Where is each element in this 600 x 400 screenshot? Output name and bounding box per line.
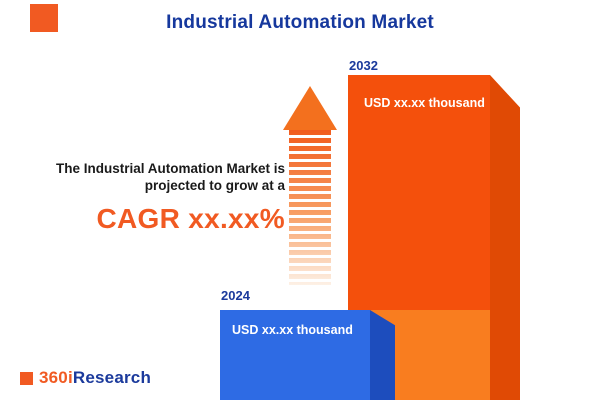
logo-square-icon bbox=[20, 371, 33, 385]
brand-corner-square bbox=[30, 4, 58, 32]
bar-2024-front bbox=[220, 310, 370, 400]
bar-year-label-2032: 2032 bbox=[349, 58, 378, 73]
logo-text-prefix: 360i bbox=[39, 368, 73, 387]
logo-text-suffix: Research bbox=[72, 368, 152, 387]
tagline-line-1: The Industrial Automation Market is bbox=[55, 161, 285, 176]
brand-logo: 360iResearch bbox=[20, 368, 151, 388]
logo-text: 360iResearch bbox=[39, 368, 151, 388]
growth-arrow-body-icon bbox=[289, 130, 331, 285]
bar-year-label-2024: 2024 bbox=[221, 288, 250, 303]
tagline-block: The Industrial Automation Market is proj… bbox=[5, 160, 285, 235]
tagline-line-2: projected to grow at a bbox=[144, 178, 285, 193]
bar-2032-front-upper bbox=[348, 75, 490, 310]
bar-2032-side-face bbox=[490, 75, 520, 400]
bar-2024-value-label: USD xx.xx thousand bbox=[232, 323, 353, 337]
bar-2032-value-label: USD xx.xx thousand bbox=[364, 96, 485, 110]
cagr-value: CAGR xx.xx% bbox=[96, 203, 285, 234]
growth-arrow-head-icon bbox=[283, 86, 337, 130]
page-title: Industrial Automation Market bbox=[166, 12, 434, 33]
bar-2024-side-face bbox=[370, 310, 395, 400]
